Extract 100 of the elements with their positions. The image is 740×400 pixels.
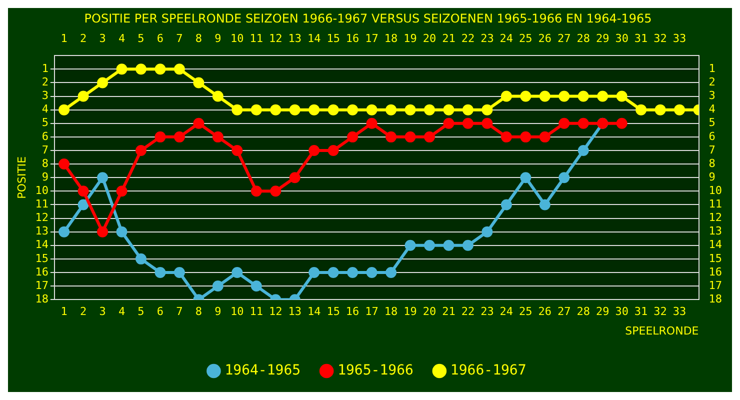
point <box>270 186 282 197</box>
x-tick-label: 24 <box>500 305 514 318</box>
x2-tick-label: 28 <box>576 32 590 45</box>
y-tick-label: 18 <box>35 292 48 306</box>
point <box>154 131 166 142</box>
x-tick-label: 6 <box>156 305 164 318</box>
x-tick-label: 17 <box>365 305 378 318</box>
point <box>58 104 70 116</box>
x2-tick-label: 5 <box>138 32 144 45</box>
y2-tick-label: 13 <box>708 224 722 238</box>
point <box>193 118 204 129</box>
point <box>520 90 532 102</box>
point <box>366 104 378 116</box>
y2-tick-label: 7 <box>708 143 716 156</box>
point <box>500 199 512 210</box>
x-tick-label: 15 <box>326 305 340 318</box>
x2-tick-label: 2 <box>80 32 87 45</box>
y-axis-title: POSITIE <box>15 156 28 199</box>
x2-tick-label: 14 <box>307 32 322 45</box>
x2-tick-label: 24 <box>500 32 514 45</box>
point <box>616 90 628 102</box>
point <box>97 77 108 88</box>
point <box>347 131 358 142</box>
point <box>270 104 282 116</box>
x-tick-label: 8 <box>195 305 202 318</box>
point <box>424 104 435 116</box>
y2-tick-label: 11 <box>708 198 722 211</box>
x2-tick-label: 25 <box>519 32 532 45</box>
y-tick-label: 17 <box>35 278 48 292</box>
x-tick-label: 14 <box>307 305 322 318</box>
point <box>386 104 397 116</box>
point <box>135 64 146 75</box>
x-tick-label: 11 <box>250 305 264 318</box>
point <box>328 266 339 278</box>
point <box>154 266 166 278</box>
point <box>250 104 262 116</box>
point <box>424 240 435 251</box>
x2-tick-label: 3 <box>99 32 106 45</box>
x-tick-label: 2 <box>80 305 87 318</box>
x-tick-label: 26 <box>538 305 552 318</box>
point <box>616 118 628 129</box>
y-tick-label: 6 <box>42 130 48 143</box>
x-tick-label: 16 <box>346 305 360 318</box>
point <box>520 131 532 142</box>
point <box>539 90 550 102</box>
point <box>386 131 397 142</box>
point <box>462 104 474 116</box>
x-tick-label: 30 <box>615 305 628 318</box>
point <box>558 90 570 102</box>
point <box>578 118 589 129</box>
x2-tick-label: 15 <box>326 32 340 45</box>
point <box>674 104 686 116</box>
x-tick-label: 20 <box>422 305 436 318</box>
y-tick-label: 15 <box>35 252 48 265</box>
x-tick-label: 9 <box>214 305 222 318</box>
point <box>578 90 589 102</box>
x2-tick-label: 30 <box>615 32 628 45</box>
point <box>135 144 146 156</box>
x2-tick-label: 10 <box>230 32 244 45</box>
y2-tick-label: 8 <box>708 156 716 170</box>
point <box>78 90 89 102</box>
point <box>212 131 224 142</box>
point <box>212 90 224 102</box>
point <box>482 118 493 129</box>
point <box>636 104 647 116</box>
chart-title: POSITIE PER SPEELRONDE SEIZOEN 1966-1967 VERSUS SEIZOENEN 1965-1966 EN 1964-1965 <box>84 11 652 26</box>
x2-tick-label: 1 <box>60 32 68 45</box>
point <box>539 199 550 210</box>
x2-tick-label: 33 <box>672 32 686 45</box>
point <box>558 118 570 129</box>
x-axis-title: SPEELRONDE <box>625 324 699 338</box>
point <box>308 104 320 116</box>
y2-tick-label: 12 <box>708 211 722 224</box>
point <box>520 172 532 184</box>
point <box>366 118 378 129</box>
x2-tick-label: 31 <box>634 32 648 45</box>
point <box>328 144 339 156</box>
point <box>366 266 378 278</box>
y2-tick-label: 1 <box>708 62 716 76</box>
x-tick-label: 29 <box>596 305 610 318</box>
x2-tick-label: 17 <box>365 32 378 45</box>
y-tick-label: 9 <box>42 170 48 184</box>
point <box>578 144 589 156</box>
point <box>404 131 416 142</box>
point <box>386 266 397 278</box>
point <box>116 64 128 75</box>
point <box>78 186 89 197</box>
x2-tick-label: 4 <box>118 32 126 45</box>
point <box>174 266 185 278</box>
point <box>308 144 320 156</box>
y2-tick-label: 16 <box>708 265 722 278</box>
point <box>347 266 358 278</box>
x2-tick-label: 8 <box>195 32 202 45</box>
x2-tick-label: 9 <box>214 32 222 45</box>
point <box>116 226 128 238</box>
x-tick-label: 23 <box>480 305 494 318</box>
point <box>482 104 493 116</box>
x-tick-label: 7 <box>176 305 183 318</box>
point <box>500 131 512 142</box>
point <box>404 104 416 116</box>
